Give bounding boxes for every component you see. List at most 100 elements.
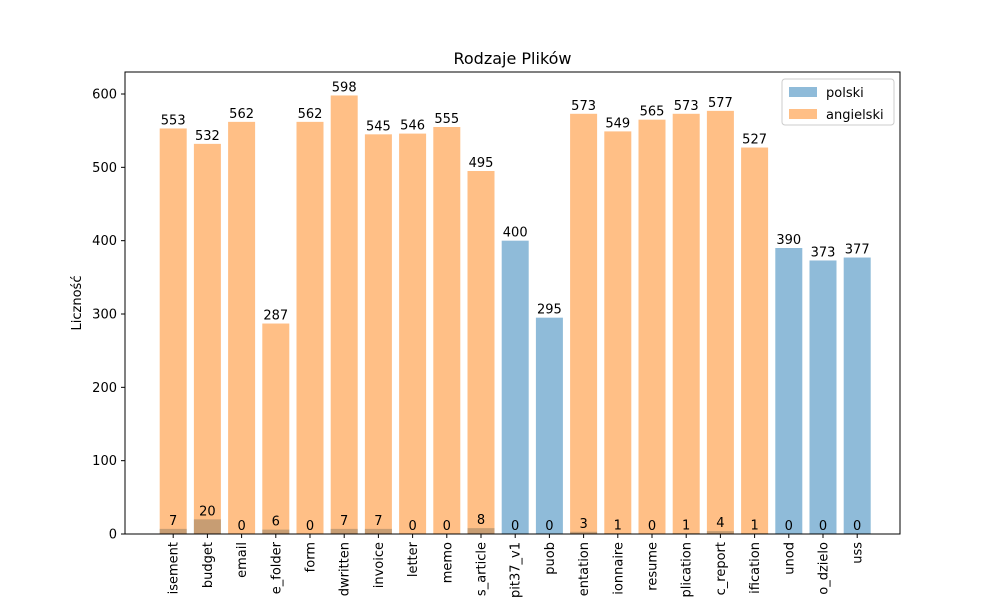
data-label-polski-uss: 377 [845, 243, 870, 258]
bar-angielski-resume [638, 119, 666, 535]
y-tick-label-0: 0 [109, 528, 117, 543]
bar-angielski-s_article [467, 171, 495, 534]
y-tick-label-400: 400 [92, 234, 117, 249]
y-tick-label-100: 100 [92, 454, 117, 469]
data-label-angielski-plication: 573 [674, 99, 699, 114]
bar-angielski-ionnaire [604, 131, 632, 534]
legend-swatch-angielski [789, 109, 817, 119]
data-label-angielski-puob: 0 [545, 519, 553, 534]
legend-label-angielski: angielski [826, 108, 884, 123]
bar-angielski-email [228, 121, 256, 535]
x-tick-label-puob: puob [543, 542, 558, 575]
x-axis: isement budget email e_folder form dwritten in… [167, 534, 866, 598]
data-label-polski-isement: 7 [169, 514, 177, 529]
bar-angielski-ification [741, 147, 769, 534]
x-tick-label-uss: uss [851, 542, 866, 564]
x-tick-label-resume: resume [646, 542, 661, 591]
data-label-angielski-memo: 555 [434, 112, 459, 127]
bar-angielski-e_folder [262, 323, 290, 534]
legend-label-polski: polski [826, 86, 864, 101]
data-label-polski-ionnaire: 1 [614, 518, 622, 533]
data-label-angielski-isement: 553 [161, 113, 186, 128]
data-label-angielski-ionnaire: 549 [605, 116, 630, 131]
chart-title: Rodzaje Plików [453, 49, 571, 68]
data-label-angielski-budget: 532 [195, 129, 220, 144]
data-label-angielski-email: 562 [229, 107, 254, 122]
x-tick-label-budget: budget [201, 542, 216, 588]
bar-polski-pit37_v1 [501, 240, 529, 535]
x-tick-label-email: email [235, 542, 250, 578]
x-tick-label-memo: memo [440, 542, 455, 583]
x-tick-label-form: form [304, 542, 319, 572]
data-labels-layer: 7 20 0 6 0 7 7 0 0 8 400 295 3 1 0 1 4 1 390 373 377 553 532 56… [161, 80, 870, 534]
data-label-polski-puob: 295 [537, 303, 562, 318]
x-tick-label-plication: plication [680, 542, 695, 598]
x-tick-label-o_dzielo: o_dzielo [817, 542, 832, 595]
legend-swatch-polski [789, 87, 817, 97]
x-tick-label-e_folder: e_folder [269, 541, 284, 594]
data-label-angielski-invoice: 545 [366, 119, 391, 134]
data-label-angielski-e_folder: 287 [263, 309, 288, 324]
bar-polski-puob [535, 317, 563, 534]
bar-polski-uss [843, 257, 871, 534]
x-tick-label-c_report: c_report [714, 542, 729, 595]
data-label-angielski-resume: 565 [640, 105, 665, 120]
plot-frame [124, 71, 901, 535]
data-label-angielski-entation: 573 [571, 99, 596, 114]
data-label-polski-unod: 390 [776, 233, 801, 248]
data-label-polski-o_dzielo: 373 [811, 245, 836, 260]
data-label-polski-invoice: 7 [374, 514, 382, 529]
y-tick-label-200: 200 [92, 381, 117, 396]
x-tick-label-pit37_v1: pit37_v1 [509, 542, 524, 598]
bars-layer [159, 95, 871, 535]
data-label-polski-plication: 1 [682, 518, 690, 533]
bar-angielski-memo [433, 127, 461, 534]
x-tick-label-unod: unod [782, 542, 797, 575]
bar-angielski-budget [193, 143, 221, 534]
data-label-polski-entation: 3 [579, 517, 587, 532]
y-tick-label-300: 300 [92, 308, 117, 323]
data-label-polski-form: 0 [306, 519, 314, 534]
y-tick-label-600: 600 [92, 88, 117, 103]
data-label-angielski-uss: 0 [853, 519, 861, 534]
bar-angielski-c_report [706, 110, 734, 535]
bar-angielski-letter [399, 133, 427, 534]
data-label-polski-resume: 0 [648, 519, 656, 534]
bar-angielski-invoice [364, 134, 392, 534]
bar-angielski-form [296, 121, 324, 535]
data-label-angielski-ification: 527 [742, 133, 767, 148]
data-label-angielski-dwritten: 598 [332, 80, 357, 95]
x-tick-label-invoice: invoice [372, 542, 387, 588]
data-label-polski-c_report: 4 [716, 516, 724, 531]
data-label-angielski-unod: 0 [785, 519, 793, 534]
bar-angielski-dwritten [330, 95, 358, 534]
x-tick-label-letter: letter [406, 541, 421, 577]
x-tick-label-dwritten: dwritten [338, 542, 353, 596]
data-label-polski-budget: 20 [199, 504, 216, 519]
data-label-polski-s_article: 8 [477, 513, 485, 528]
data-label-angielski-form: 562 [298, 107, 323, 122]
bar-angielski-isement [159, 128, 187, 534]
bar-polski-unod [775, 248, 803, 534]
x-tick-label-ification: ification [748, 542, 763, 594]
data-label-angielski-c_report: 577 [708, 96, 733, 111]
legend: polski angielski [781, 78, 895, 126]
data-label-polski-ification: 1 [750, 518, 758, 533]
x-tick-label-isement: isement [167, 542, 182, 594]
data-label-polski-pit37_v1: 400 [503, 226, 528, 241]
bar-angielski-plication [672, 113, 700, 535]
y-tick-label-500: 500 [92, 161, 117, 176]
x-tick-label-entation: entation [577, 542, 592, 596]
data-label-polski-email: 0 [237, 519, 245, 534]
bar-polski-o_dzielo [809, 260, 837, 534]
data-label-angielski-letter: 546 [400, 119, 425, 134]
data-label-polski-e_folder: 6 [272, 515, 280, 530]
data-label-angielski-pit37_v1: 0 [511, 519, 519, 534]
data-label-angielski-s_article: 495 [469, 156, 494, 171]
data-label-angielski-o_dzielo: 0 [819, 519, 827, 534]
data-label-polski-dwritten: 7 [340, 514, 348, 529]
y-axis: 0 100 200 300 400 500 600 [92, 88, 125, 543]
bar-angielski-entation [570, 113, 598, 535]
data-label-polski-letter: 0 [408, 519, 416, 534]
